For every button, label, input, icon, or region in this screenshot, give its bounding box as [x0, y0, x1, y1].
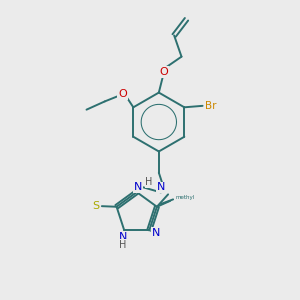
- Text: H: H: [119, 240, 127, 250]
- Text: H: H: [146, 177, 153, 188]
- Text: N: N: [134, 182, 142, 192]
- Text: methyl: methyl: [176, 195, 195, 200]
- Text: N: N: [152, 228, 160, 238]
- Text: N: N: [157, 182, 165, 192]
- Text: O: O: [160, 67, 168, 77]
- Text: N: N: [118, 232, 127, 242]
- Text: S: S: [92, 201, 99, 211]
- Text: O: O: [118, 89, 127, 99]
- Text: Br: Br: [205, 101, 217, 111]
